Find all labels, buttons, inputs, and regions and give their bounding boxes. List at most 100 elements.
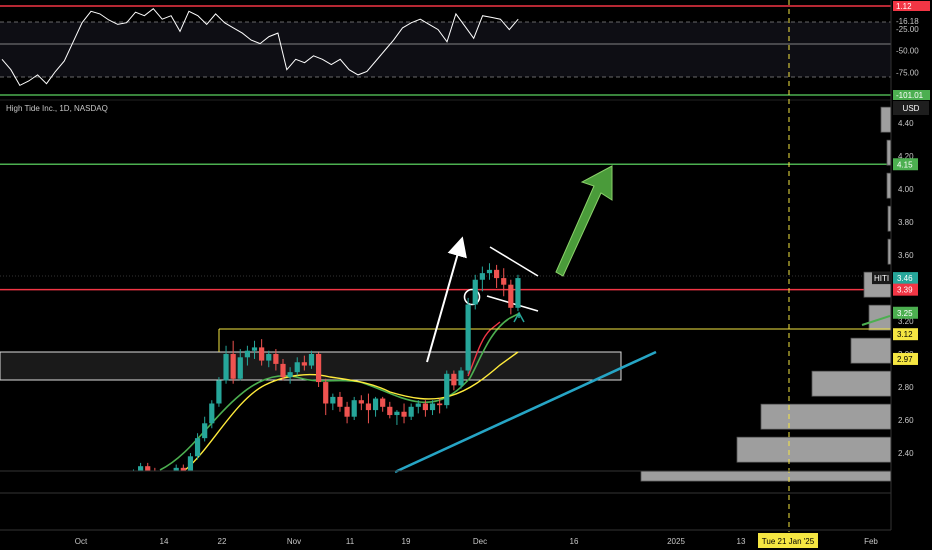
candle	[494, 264, 500, 288]
candle	[237, 349, 243, 381]
volume-profile	[640, 106, 892, 482]
time-tick-label: Oct	[75, 537, 88, 546]
candle	[308, 350, 315, 369]
candle	[209, 400, 215, 429]
chart-title: High Tide Inc., 1D, NASDAQ	[6, 104, 108, 113]
ema-long-line	[184, 351, 519, 471]
indicator-band	[0, 22, 891, 77]
price-axis: 4.404.204.003.803.603.403.203.002.802.60…	[872, 0, 932, 550]
candle	[408, 403, 414, 420]
volume-profile-bar	[880, 106, 892, 133]
volume-profile-bar	[760, 403, 892, 430]
candle	[465, 297, 471, 374]
time-tick-label: 16	[570, 537, 579, 546]
price-tag: 3.12	[897, 330, 913, 339]
candle	[244, 345, 250, 366]
candle	[259, 339, 265, 366]
price-tick-label: 4.00	[898, 185, 914, 194]
uptrend-line	[394, 350, 657, 474]
candles	[132, 263, 521, 471]
target-arrow	[555, 165, 613, 277]
candle	[394, 410, 400, 425]
candle	[415, 400, 421, 414]
candle	[138, 462, 144, 471]
candle	[180, 464, 186, 471]
price-tag: 3.46	[897, 274, 913, 283]
price-tag: 3.39	[897, 286, 913, 295]
candle	[145, 462, 151, 471]
candle	[508, 279, 514, 315]
candle	[344, 401, 350, 424]
time-tick-label: 2025	[667, 537, 685, 546]
candle	[230, 340, 236, 384]
volume-profile-bar	[736, 436, 892, 463]
volume-profile-bar	[850, 337, 892, 364]
tag-arrow	[861, 315, 891, 326]
candle	[437, 398, 443, 414]
candle	[380, 396, 386, 412]
price-tick-label: 2.60	[898, 416, 914, 425]
time-tick-label: Feb	[864, 537, 878, 546]
candle	[251, 340, 258, 359]
candle	[501, 268, 507, 297]
drawings	[159, 165, 891, 474]
indicator-level-label: -16.18	[896, 17, 919, 26]
horizontal-lines	[0, 163, 891, 291]
price-tick-label: 3.20	[898, 317, 914, 326]
candle	[337, 391, 343, 412]
price-tick-label: 4.40	[898, 119, 914, 128]
price-tag-box	[893, 158, 918, 171]
volume-profile-bar	[640, 470, 892, 482]
main-chart-pane	[0, 99, 891, 381]
candle	[330, 393, 336, 411]
candle	[486, 263, 493, 280]
volume-profile-bar	[886, 172, 892, 199]
candle	[187, 453, 194, 471]
candle	[301, 355, 307, 371]
price-tag-box	[893, 272, 918, 285]
indicator-level-label: -50.00	[896, 47, 919, 56]
lower-panes	[0, 470, 932, 531]
candle	[266, 350, 272, 368]
time-axis: Oct 14 22 Nov 11 19 Dec 16 2025 13 Feb	[75, 537, 879, 546]
time-tick-label: 11	[346, 537, 355, 546]
candle	[280, 358, 286, 381]
candle	[273, 349, 279, 371]
time-tick-label: Dec	[473, 537, 487, 546]
time-tick-label: 13	[737, 537, 746, 546]
crosshair-date-box	[758, 533, 818, 548]
currency-label[interactable]: USD	[903, 104, 920, 113]
indicator-level-label: -75.00	[896, 68, 919, 77]
indicator-tag: -101.01	[896, 91, 924, 100]
volume-profile-bar	[811, 370, 892, 397]
price-tag-box	[893, 352, 918, 365]
signal-arrow	[513, 311, 525, 323]
price-tag-box	[893, 283, 918, 296]
candle	[194, 433, 201, 460]
price-tick-label: 3.80	[898, 218, 914, 227]
candle	[458, 367, 464, 389]
ema-red-line	[467, 321, 501, 377]
candle	[202, 416, 208, 442]
candle	[358, 395, 364, 411]
indicator-tag-box	[893, 90, 930, 100]
candle	[479, 266, 485, 292]
candle	[216, 377, 222, 407]
price-tag: 3.25	[897, 309, 913, 318]
candle	[294, 357, 300, 376]
indicator-level-label: -25.00	[896, 25, 919, 34]
ticker-tag: HITI	[874, 274, 889, 283]
volume-profile-bar	[886, 139, 892, 166]
candle	[387, 401, 393, 419]
time-tick-label: 14	[160, 537, 169, 546]
candle	[223, 345, 229, 384]
candle	[451, 370, 457, 391]
time-tick-label: Nov	[287, 537, 301, 546]
time-tick-label: 19	[402, 537, 411, 546]
candle	[365, 393, 372, 424]
flag-top-line	[489, 246, 539, 277]
flagpole-arrow	[426, 236, 467, 363]
candle	[401, 403, 407, 424]
